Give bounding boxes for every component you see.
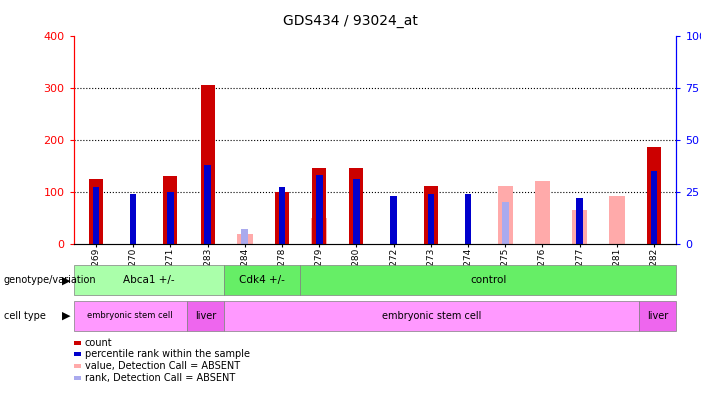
Text: genotype/variation: genotype/variation [4,275,96,285]
Bar [275,192,289,244]
Bar [89,179,103,244]
Text: value, Detection Call = ABSENT: value, Detection Call = ABSENT [85,361,240,371]
Bar [609,196,625,244]
Text: cell type: cell type [4,311,46,321]
Text: embryonic stem cell: embryonic stem cell [88,311,173,320]
Bar [93,187,100,244]
Bar [535,181,550,244]
Bar [651,171,658,244]
Bar [237,234,252,244]
Text: GDS434 / 93024_at: GDS434 / 93024_at [283,14,418,28]
Text: ▶: ▶ [62,311,71,321]
Text: liver: liver [195,311,216,321]
Bar [312,168,326,244]
Text: percentile rank within the sample: percentile rank within the sample [85,349,250,360]
Bar [428,194,434,244]
Bar [498,187,513,244]
Text: embryonic stem cell: embryonic stem cell [382,311,482,321]
Text: ▶: ▶ [62,275,71,285]
Text: Cdk4 +/-: Cdk4 +/- [239,275,285,285]
Bar [241,229,248,244]
Text: Abca1 +/-: Abca1 +/- [123,275,175,285]
Bar [349,168,364,244]
Bar [353,179,360,244]
Bar [311,217,327,244]
Bar [390,196,397,244]
Bar [572,210,587,244]
Bar [204,164,211,244]
Bar [316,175,322,244]
Bar [279,187,285,244]
Text: rank, Detection Call = ABSENT: rank, Detection Call = ABSENT [85,373,235,383]
Bar [163,176,177,244]
Bar [424,187,438,244]
Bar [576,198,583,244]
Bar [647,147,661,244]
Text: control: control [470,275,506,285]
Bar [200,85,215,244]
Bar [502,202,509,244]
Bar [167,192,174,244]
Text: count: count [85,337,112,348]
Text: liver: liver [647,311,668,321]
Bar [465,194,471,244]
Bar [130,194,137,244]
